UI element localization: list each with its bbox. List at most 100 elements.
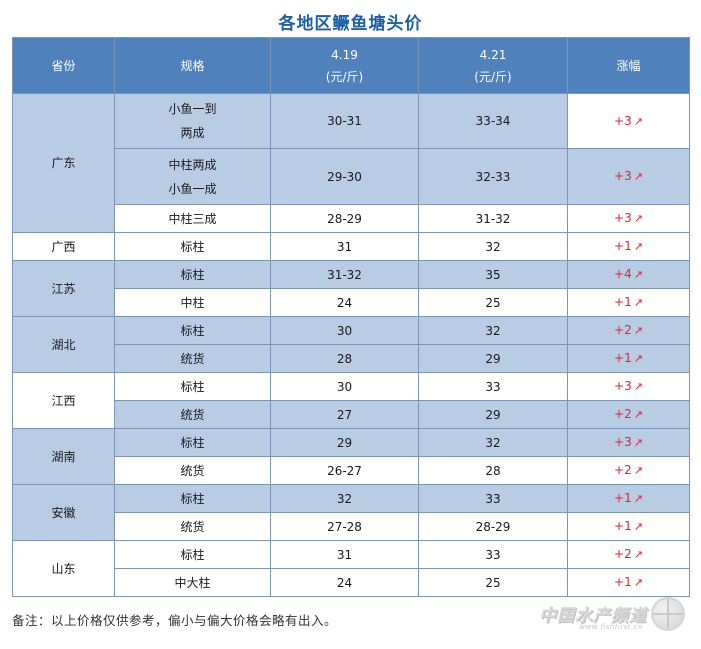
spec-cell: 标柱 bbox=[114, 260, 271, 289]
header-date-2-unit: (元/斤) bbox=[474, 69, 512, 84]
change-cell: +1 ↗ bbox=[567, 344, 690, 373]
change-cell: +3 ↗ bbox=[567, 428, 690, 457]
table-row: 统货 27 29 +2 ↗ bbox=[13, 400, 690, 429]
change-value: +2 bbox=[614, 463, 632, 477]
table-row: 江西 标柱 30 33 +3 ↗ bbox=[12, 372, 690, 429]
province-cell: 湖北 bbox=[12, 316, 115, 373]
change-value: +3 bbox=[614, 435, 632, 449]
up-arrow-icon: ↗ bbox=[633, 268, 643, 281]
table-row: 中柱两成 小鱼一成 29-30 32-33 +3 ↗ bbox=[13, 148, 690, 205]
province-cell: 江西 bbox=[12, 372, 115, 429]
change-value: +1 bbox=[614, 239, 632, 253]
spec-cell: 中大柱 bbox=[114, 568, 271, 597]
change-cell: +3 ↗ bbox=[567, 93, 690, 149]
table-row: 统货 27-28 28-29 +1 ↗ bbox=[13, 512, 690, 541]
spec-cell: 标柱 bbox=[114, 428, 271, 457]
price-421-cell: 28 bbox=[418, 456, 568, 485]
price-421-cell: 25 bbox=[418, 288, 568, 317]
up-arrow-icon: ↗ bbox=[633, 464, 643, 477]
header-date-1-unit: (元/斤) bbox=[325, 69, 364, 84]
spec-cell: 标柱 bbox=[114, 316, 271, 345]
table-title: 各地区鳜鱼塘头价 bbox=[278, 14, 423, 34]
province-cell: 广西 bbox=[12, 232, 115, 261]
up-arrow-icon: ↗ bbox=[633, 170, 643, 183]
province-cell: 江苏 bbox=[12, 260, 115, 317]
change-cell: +1 ↗ bbox=[567, 568, 690, 597]
spec-cell: 统货 bbox=[114, 456, 271, 485]
change-cell: +3 ↗ bbox=[567, 204, 690, 233]
price-419-cell: 29 bbox=[270, 428, 419, 457]
change-cell: +1 ↗ bbox=[567, 512, 690, 541]
spec-cell: 中柱 bbox=[114, 288, 271, 317]
change-cell: +1 ↗ bbox=[567, 232, 690, 261]
price-table: 省份 规格 4.19 (元/斤) 4.21 (元/斤) 涨幅 广东 小鱼一到 两… bbox=[12, 37, 690, 597]
province-cell: 山东 bbox=[12, 540, 115, 597]
price-419-cell: 29-30 bbox=[270, 148, 419, 205]
up-arrow-icon: ↗ bbox=[633, 324, 643, 337]
change-cell: +2 ↗ bbox=[567, 316, 690, 345]
price-419-cell: 30 bbox=[270, 316, 419, 345]
up-arrow-icon: ↗ bbox=[633, 548, 643, 561]
spec-cell: 统货 bbox=[114, 400, 271, 429]
header-row: 省份 规格 4.19 (元/斤) 4.21 (元/斤) 涨幅 bbox=[12, 37, 690, 94]
price-421-cell: 32 bbox=[418, 316, 568, 345]
footnote: 备注：以上价格仅供参考，偏小与偏大价格会略有出入。 bbox=[12, 613, 338, 628]
header-spec: 规格 bbox=[114, 37, 271, 94]
spec-line: 小鱼一成 bbox=[168, 181, 217, 196]
spec-cell: 标柱 bbox=[114, 372, 271, 401]
change-cell: +3 ↗ bbox=[567, 148, 690, 205]
up-arrow-icon: ↗ bbox=[633, 352, 643, 365]
up-arrow-icon: ↗ bbox=[633, 520, 643, 533]
header-change: 涨幅 bbox=[567, 37, 690, 94]
change-value: +1 bbox=[614, 351, 632, 365]
change-value: +3 bbox=[614, 379, 632, 393]
watermark-url: www.fishfirst.cn bbox=[579, 623, 643, 631]
spec-line: 小鱼一到 bbox=[168, 102, 217, 116]
spec-cell: 标柱 bbox=[114, 484, 271, 513]
price-421-cell: 32 bbox=[418, 428, 568, 457]
up-arrow-icon: ↗ bbox=[633, 408, 643, 421]
price-419-cell: 26-27 bbox=[270, 456, 419, 485]
up-arrow-icon: ↗ bbox=[633, 436, 643, 449]
change-cell: +2 ↗ bbox=[567, 456, 690, 485]
change-value: +1 bbox=[614, 295, 632, 309]
spec-line: 两成 bbox=[180, 126, 205, 140]
table-row: 广西 标柱 31 32 +1 ↗ bbox=[12, 232, 690, 261]
table-row: 广东 小鱼一到 两成 30-31 33-34 +3 ↗ bbox=[12, 93, 690, 233]
change-value: +2 bbox=[614, 547, 632, 561]
watermark-text: 中国水产频道 bbox=[539, 606, 647, 626]
change-cell: +2 ↗ bbox=[567, 540, 690, 569]
table-row: 湖北 标柱 30 32 +2 ↗ bbox=[12, 316, 690, 373]
price-421-cell: 31-32 bbox=[418, 204, 568, 233]
price-419-cell: 30-31 bbox=[270, 93, 419, 149]
price-421-cell: 33 bbox=[418, 372, 568, 401]
table-row: 山东 标柱 31 33 +2 ↗ bbox=[12, 540, 690, 597]
up-arrow-icon: ↗ bbox=[633, 380, 643, 393]
price-419-cell: 24 bbox=[270, 568, 419, 597]
price-419-cell: 31 bbox=[270, 540, 419, 569]
table-row: 统货 26-27 28 +2 ↗ bbox=[13, 456, 690, 485]
change-value: +3 bbox=[614, 169, 632, 183]
table-row: 安徽 标柱 32 33 +1 ↗ bbox=[12, 484, 690, 541]
header-date-1-label: 4.19 bbox=[331, 47, 358, 62]
change-value: +3 bbox=[614, 211, 632, 225]
change-value: +1 bbox=[614, 519, 632, 533]
change-value: +2 bbox=[614, 407, 632, 421]
table-row: 江苏 标柱 31-32 35 +4 ↗ bbox=[12, 260, 690, 317]
spec-cell: 小鱼一到 两成 bbox=[114, 93, 271, 149]
price-419-cell: 28-29 bbox=[270, 204, 419, 233]
price-419-cell: 32 bbox=[270, 484, 419, 513]
up-arrow-icon: ↗ bbox=[633, 114, 643, 128]
province-cell: 广东 bbox=[12, 93, 115, 233]
up-arrow-icon: ↗ bbox=[633, 492, 643, 505]
change-cell: +1 ↗ bbox=[567, 288, 690, 317]
table-row: 中柱三成 28-29 31-32 +3 ↗ bbox=[13, 204, 690, 233]
price-421-cell: 33 bbox=[418, 484, 568, 513]
price-419-cell: 27 bbox=[270, 400, 419, 429]
up-arrow-icon: ↗ bbox=[633, 240, 643, 253]
spec-cell: 中柱两成 小鱼一成 bbox=[114, 148, 271, 205]
up-arrow-icon: ↗ bbox=[633, 296, 643, 309]
table-row: 统货 28 29 +1 ↗ bbox=[13, 344, 690, 373]
price-421-cell: 33-34 bbox=[418, 93, 568, 149]
price-419-cell: 24 bbox=[270, 288, 419, 317]
